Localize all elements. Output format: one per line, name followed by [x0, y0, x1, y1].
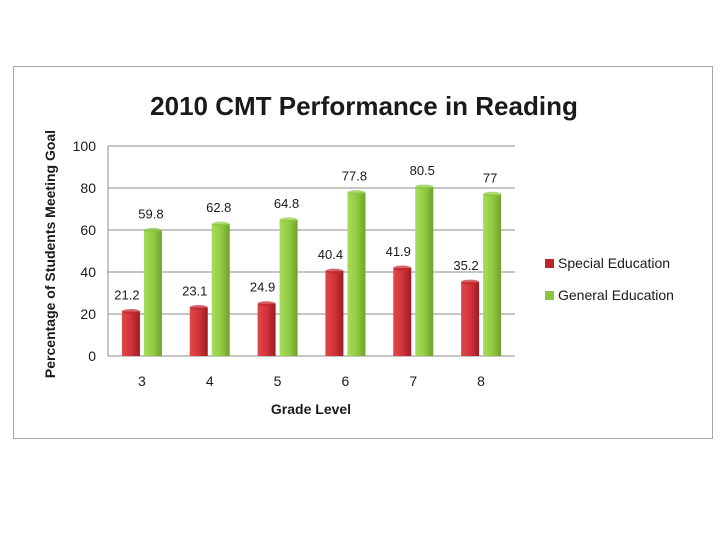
bar-general-education [347, 192, 366, 356]
y-tick-label: 80 [80, 180, 96, 196]
data-label: 77.8 [342, 169, 367, 184]
data-label: 64.8 [274, 196, 299, 211]
x-tick-label: 8 [477, 373, 485, 389]
data-label: 21.2 [114, 287, 139, 302]
x-tick-label: 5 [274, 373, 282, 389]
legend-swatch [545, 259, 554, 268]
legend-label: Special Education [558, 255, 670, 271]
bar-cap [189, 304, 208, 310]
x-tick-label: 7 [409, 373, 417, 389]
bar-general-education [143, 230, 162, 356]
bar-special-education [121, 311, 140, 356]
bar-cap [211, 221, 230, 227]
data-label: 40.4 [318, 247, 343, 262]
y-tick-label: 60 [80, 222, 96, 238]
data-label: 77 [483, 170, 497, 185]
y-tick-label: 100 [73, 138, 97, 154]
bar-cap [257, 301, 276, 307]
y-axis-title: Percentage of Students Meeting Goal [42, 130, 58, 378]
legend-label: General Education [558, 287, 674, 303]
bar-general-education [211, 224, 230, 356]
bar-special-education [189, 307, 208, 356]
data-label: 62.8 [206, 200, 231, 215]
bar-general-education [483, 194, 502, 356]
x-tick-label: 4 [206, 373, 214, 389]
data-label: 80.5 [410, 163, 435, 178]
chart-frame: 2010 CMT Performance in Reading Percenta… [13, 66, 713, 439]
bar-cap [483, 191, 502, 197]
x-axis-title: Grade Level [271, 401, 351, 417]
data-label: 59.8 [138, 206, 163, 221]
bar-general-education [415, 186, 434, 356]
bar-cap [415, 184, 434, 190]
x-tick-label: 3 [138, 373, 146, 389]
bar-cap [143, 227, 162, 233]
bar-cap [325, 268, 344, 274]
bar-cap [121, 308, 140, 314]
bar-general-education [279, 219, 298, 356]
bar-cap [279, 217, 298, 223]
data-label: 35.2 [453, 258, 478, 273]
bar-cap [393, 265, 412, 271]
legend-swatch [545, 291, 554, 300]
data-label: 24.9 [250, 280, 275, 295]
y-tick-label: 0 [88, 348, 96, 364]
legend: Special Education General Education [545, 255, 674, 303]
y-tick-label: 40 [80, 264, 96, 280]
bar-chart: 2010 CMT Performance in Reading Percenta… [42, 91, 674, 417]
bar-cap [347, 190, 366, 196]
plot-area: 0 20 40 60 80 100 3 21.2 59.8 4 23.1 62.8 5 24.9 64.8 6… [73, 138, 515, 389]
bar-special-education [393, 268, 412, 356]
y-tick-label: 20 [80, 306, 96, 322]
data-label: 23.1 [182, 283, 207, 298]
bar-special-education [257, 303, 276, 356]
bar-special-education [461, 282, 480, 356]
data-label: 41.9 [386, 244, 411, 259]
chart-title: 2010 CMT Performance in Reading [150, 91, 578, 121]
x-tick-label: 6 [342, 373, 350, 389]
bar-special-education [325, 271, 344, 356]
bar-cap [461, 279, 480, 285]
